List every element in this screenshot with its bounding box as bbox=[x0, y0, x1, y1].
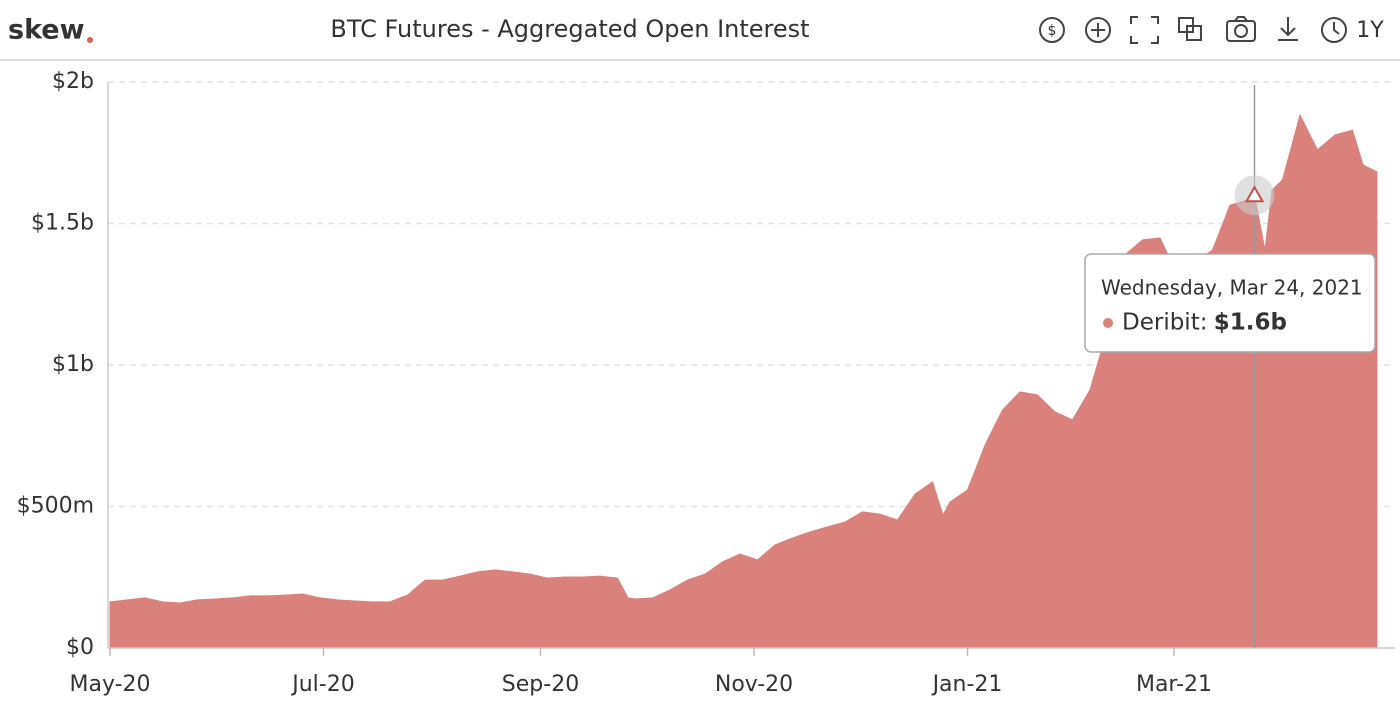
tooltip-series: Deribit bbox=[1122, 310, 1200, 336]
range-label[interactable]: 1Y bbox=[1356, 18, 1384, 43]
x-tick-label: Jan-21 bbox=[931, 672, 1003, 697]
plot-area: $0 $500m $1b $1.5b $2b May-20 Jul-20 Sep-20 Nov-… bbox=[17, 69, 1395, 697]
fullscreen-button[interactable] bbox=[1130, 16, 1159, 44]
tooltip-date: Wednesday, Mar 24, 2021 bbox=[1101, 276, 1363, 300]
tooltip-colon: : bbox=[1200, 310, 1208, 336]
tooltip: Wednesday, Mar 24, 2021 Deribit: $1.6b bbox=[1084, 253, 1376, 353]
header bbox=[0, 0, 1400, 60]
area bbox=[109, 113, 1378, 649]
x-tick-label: Jul-20 bbox=[290, 672, 354, 697]
hover-marker bbox=[1244, 185, 1265, 203]
currency-button[interactable]: $ bbox=[1039, 17, 1065, 43]
brand-dot bbox=[87, 37, 93, 43]
y-tick-label: $1.5b bbox=[31, 211, 94, 236]
x-tick-label: Mar-21 bbox=[1136, 672, 1212, 697]
svg-text:$: $ bbox=[1048, 23, 1057, 39]
x-tick-label: May-20 bbox=[69, 672, 150, 697]
chart-title: BTC Futures - Aggregated Open Interest bbox=[330, 15, 809, 43]
x-tick-label: Nov-20 bbox=[715, 672, 793, 697]
download-button[interactable] bbox=[1278, 17, 1298, 41]
brand: skew bbox=[8, 15, 85, 46]
y-tick-label: $0 bbox=[66, 635, 94, 660]
y-tick-label: $1b bbox=[52, 352, 94, 377]
add-button[interactable] bbox=[1085, 17, 1111, 43]
copy-button[interactable] bbox=[1178, 17, 1202, 41]
tooltip-value: $1.6b bbox=[1214, 310, 1287, 336]
x-tick-label: Sep-20 bbox=[502, 672, 579, 697]
tooltip-swatch bbox=[1103, 318, 1113, 328]
tooltip-box bbox=[1084, 253, 1376, 353]
y-tick-label: $500m bbox=[17, 494, 94, 519]
y-tick-label: $2b bbox=[52, 69, 94, 94]
range-button[interactable]: 1Y bbox=[1321, 17, 1384, 43]
toolbar: $ 1Y bbox=[1039, 16, 1384, 44]
camera-button[interactable] bbox=[1226, 16, 1256, 42]
